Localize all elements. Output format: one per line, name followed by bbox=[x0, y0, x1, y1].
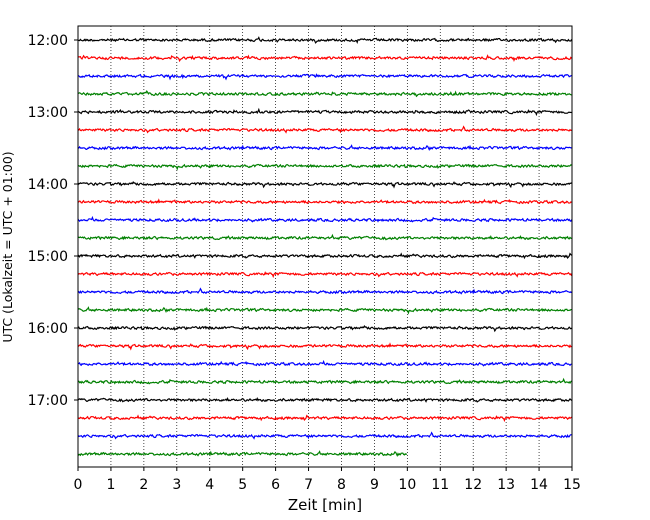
trace-line bbox=[77, 233, 572, 241]
trace-line bbox=[77, 306, 572, 315]
trace-line bbox=[77, 450, 408, 458]
x-tick-label: 10 bbox=[398, 477, 416, 493]
trace-line bbox=[77, 271, 573, 279]
x-axis-ticks: 0 1 2 3 4 5 6 7 8 9 10 11 12 13 14 15 bbox=[74, 467, 581, 493]
y-axis-title: UTC (Lokalzeit = UTC + 01:00) bbox=[0, 151, 15, 342]
y-tick-label: 16:00 bbox=[28, 321, 68, 337]
trace-line bbox=[77, 396, 573, 403]
x-axis-title: Zeit [min] bbox=[288, 496, 362, 514]
trace-line bbox=[77, 107, 572, 117]
plot-frame bbox=[77, 25, 573, 468]
x-tick-label: 1 bbox=[106, 477, 115, 493]
trace-line bbox=[77, 252, 573, 260]
trace-line bbox=[77, 73, 572, 81]
trace-line bbox=[77, 198, 572, 205]
trace-line bbox=[77, 144, 572, 152]
x-tick-label: 15 bbox=[563, 477, 581, 493]
trace-line bbox=[77, 325, 572, 333]
x-tick-label: 5 bbox=[238, 477, 247, 493]
x-tick-label: 3 bbox=[172, 477, 181, 493]
x-tick-label: 7 bbox=[304, 477, 313, 493]
trace-line bbox=[77, 414, 573, 423]
y-tick-label: 15:00 bbox=[28, 249, 68, 265]
x-tick-label: 14 bbox=[530, 477, 548, 493]
x-tick-label: 11 bbox=[431, 477, 449, 493]
trace-group bbox=[77, 36, 573, 458]
trace-line bbox=[77, 359, 572, 367]
x-tick-label: 4 bbox=[205, 477, 214, 493]
trace-line bbox=[77, 54, 573, 63]
y-tick-label: 13:00 bbox=[28, 105, 68, 121]
trace-line bbox=[77, 125, 572, 134]
trace-line bbox=[77, 163, 572, 171]
trace-line bbox=[77, 431, 572, 440]
x-tick-label: 2 bbox=[139, 477, 148, 493]
trace-line bbox=[77, 287, 573, 295]
x-tick-label: 8 bbox=[337, 477, 346, 493]
x-tick-label: 12 bbox=[464, 477, 482, 493]
x-tick-label: 0 bbox=[74, 477, 83, 493]
trace-line bbox=[77, 36, 573, 45]
y-tick-label: 14:00 bbox=[28, 177, 68, 193]
trace-line bbox=[77, 377, 573, 385]
x-tick-label: 13 bbox=[497, 477, 515, 493]
trace-line bbox=[77, 342, 572, 351]
y-tick-label: 17:00 bbox=[28, 393, 68, 409]
x-tick-label: 6 bbox=[271, 477, 280, 493]
x-tick-label: 9 bbox=[370, 477, 379, 493]
trace-line bbox=[77, 181, 572, 189]
trace-line bbox=[77, 215, 573, 223]
y-axis-ticks: 12:00 13:00 14:00 15:00 16:00 17:00 bbox=[28, 33, 78, 409]
trace-line bbox=[77, 90, 572, 98]
y-tick-label: 12:00 bbox=[28, 33, 68, 49]
